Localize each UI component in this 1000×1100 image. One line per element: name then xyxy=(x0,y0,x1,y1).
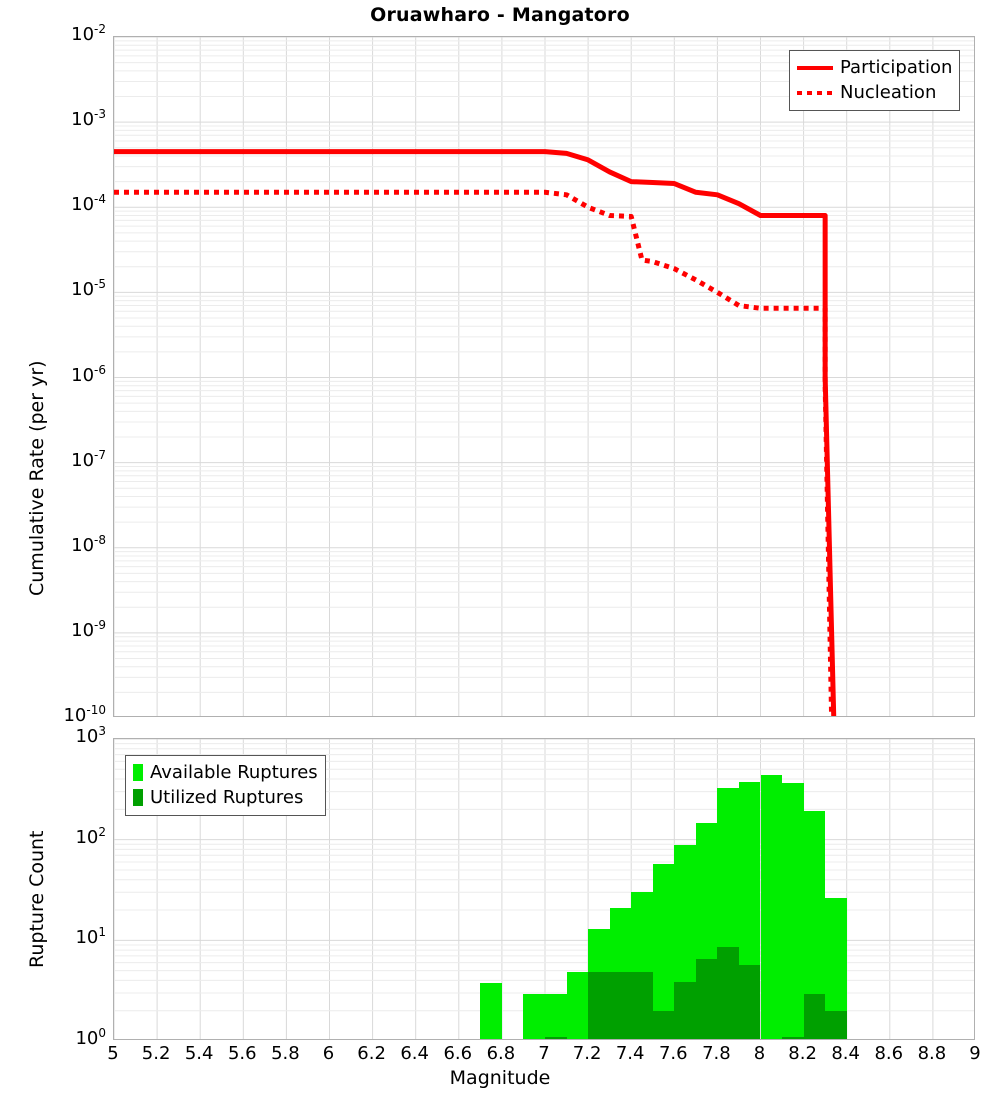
top-y-tick-label: 10-6 xyxy=(71,362,106,386)
legend-label-available-ruptures: Available Ruptures xyxy=(150,762,318,783)
bar-available-ruptures xyxy=(803,810,826,1039)
series-nucleation-line xyxy=(114,189,835,716)
x-tick-label: 8.4 xyxy=(831,1043,860,1064)
bar-available-ruptures xyxy=(523,994,545,1039)
bar-utilized-ruptures xyxy=(631,972,653,1039)
cumulative-rate-svg xyxy=(114,37,974,716)
x-tick-label: 5.6 xyxy=(227,1043,257,1064)
x-tick-label: 7.4 xyxy=(615,1043,645,1064)
x-tick-label: 7.2 xyxy=(572,1043,602,1064)
top-y-tick-label: 10-5 xyxy=(71,277,106,301)
bottom-y-tick-label: 101 xyxy=(75,925,106,949)
x-axis-label: Magnitude xyxy=(449,1067,551,1089)
x-tick-label: 8.6 xyxy=(874,1043,904,1064)
bottom-y-tick-label: 100 xyxy=(75,1026,106,1049)
top-y-tick-label: 10-10 xyxy=(63,703,106,726)
x-tick-label: 6.4 xyxy=(400,1043,429,1064)
x-tick-label: 5.2 xyxy=(141,1043,171,1064)
bar-utilized-ruptures xyxy=(803,994,826,1039)
top-y-tick-label: 10-8 xyxy=(71,532,106,556)
top-y-tick-label: 10-3 xyxy=(71,107,106,131)
bottom-y-tick-label: 103 xyxy=(75,724,106,747)
participation-line-icon xyxy=(797,65,833,70)
cumulative-rate-plot xyxy=(113,36,975,717)
bar-utilized-ruptures xyxy=(717,947,739,1039)
bar-available-ruptures xyxy=(545,994,567,1039)
legend-label-participation: Participation xyxy=(840,57,953,78)
legend-item-participation: Participation xyxy=(797,55,952,80)
top-y-tick-label: 10-9 xyxy=(71,617,106,641)
x-tick-label: 8 xyxy=(753,1043,766,1064)
bottom-legend: Available Ruptures Utilized Ruptures xyxy=(125,755,326,816)
bar-utilized-ruptures xyxy=(545,1036,567,1039)
page-title: Oruawharo - Mangatoro xyxy=(370,4,630,26)
x-tick-label: 6.8 xyxy=(486,1043,516,1064)
top-legend: Participation Nucleation xyxy=(789,50,961,111)
series-participation-line xyxy=(114,149,837,716)
top-y-tick-label: 10-4 xyxy=(71,192,106,216)
bar-utilized-ruptures xyxy=(782,1036,804,1039)
bar-available-ruptures xyxy=(760,774,783,1039)
x-tick-label: 6 xyxy=(322,1043,335,1064)
bar-utilized-ruptures xyxy=(825,1010,847,1039)
bar-utilized-ruptures xyxy=(674,981,696,1039)
bar-utilized-ruptures xyxy=(588,972,610,1039)
x-tick-label: 6.6 xyxy=(443,1043,473,1064)
legend-item-utilized-ruptures: Utilized Ruptures xyxy=(133,785,318,810)
bar-available-ruptures xyxy=(480,983,502,1039)
x-tick-label: 5.8 xyxy=(271,1043,300,1064)
nucleation-dotted-icon xyxy=(797,90,833,95)
x-tick-label: 8.2 xyxy=(788,1043,817,1064)
bar-available-ruptures xyxy=(825,898,847,1039)
x-tick-label: 7.8 xyxy=(702,1043,731,1064)
top-y-axis-label: Cumulative Rate (per yr) xyxy=(26,360,48,596)
x-tick-label: 5.4 xyxy=(184,1043,214,1064)
legend-label-nucleation: Nucleation xyxy=(840,82,937,103)
x-tick-label: 7.6 xyxy=(658,1043,688,1064)
x-tick-label: 7 xyxy=(538,1043,550,1064)
top-y-tick-label: 10-7 xyxy=(71,447,106,471)
top-y-tick-label: 10-2 xyxy=(71,22,106,45)
legend-item-nucleation: Nucleation xyxy=(797,80,952,105)
bar-utilized-ruptures xyxy=(695,958,718,1039)
bar-available-ruptures xyxy=(782,782,804,1039)
bottom-y-tick-label: 102 xyxy=(75,824,106,848)
legend-item-available-ruptures: Available Ruptures xyxy=(133,760,318,785)
available-ruptures-swatch-icon xyxy=(133,764,143,781)
x-tick-label: 9 xyxy=(969,1043,981,1064)
x-tick-label: 5 xyxy=(107,1043,119,1064)
bar-utilized-ruptures xyxy=(609,972,632,1039)
bar-utilized-ruptures xyxy=(738,965,761,1039)
bar-utilized-ruptures xyxy=(652,1010,675,1039)
legend-label-utilized-ruptures: Utilized Ruptures xyxy=(150,787,304,808)
bar-available-ruptures xyxy=(566,972,589,1039)
bar-available-ruptures xyxy=(652,863,675,1039)
utilized-ruptures-swatch-icon xyxy=(133,789,143,806)
rupture-count-plot xyxy=(113,738,975,1040)
x-tick-label: 6.2 xyxy=(357,1043,386,1064)
x-tick-label: 8.8 xyxy=(917,1043,947,1064)
